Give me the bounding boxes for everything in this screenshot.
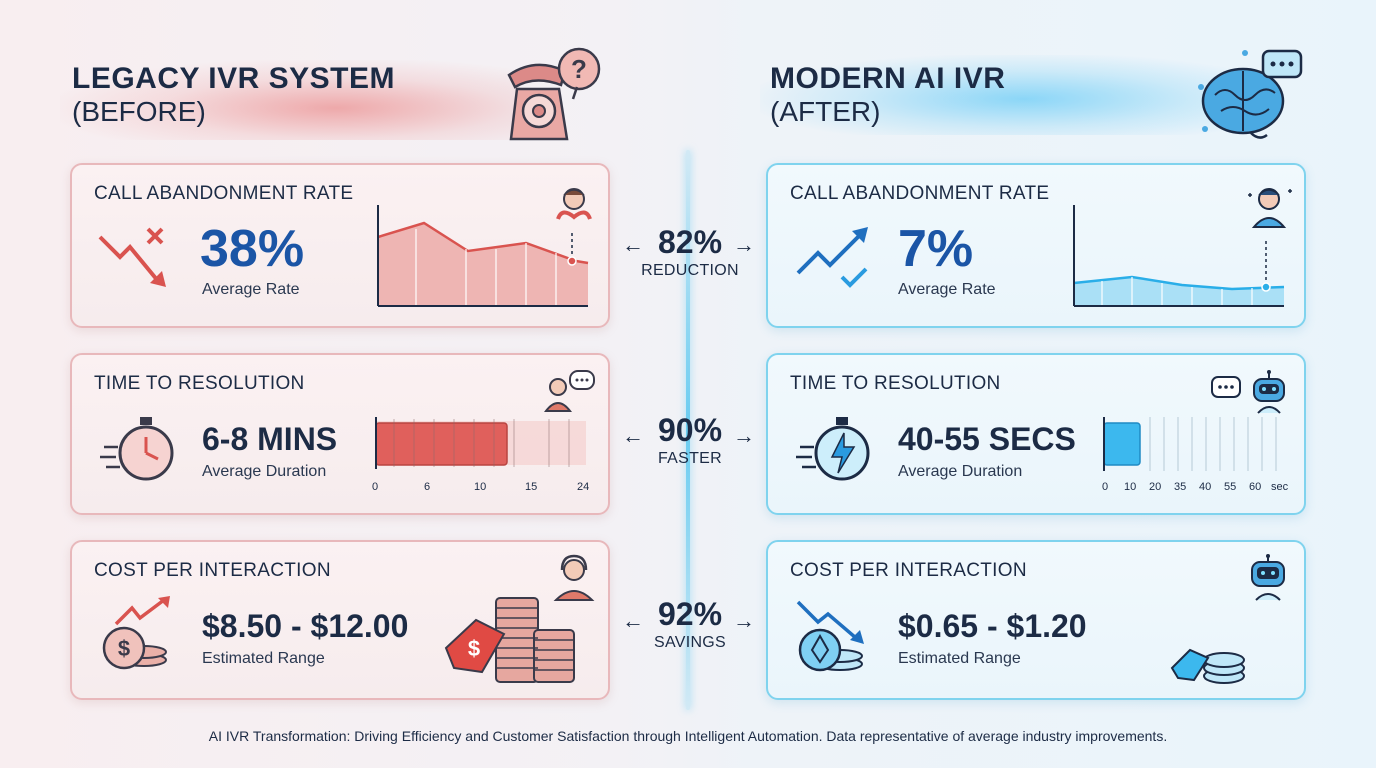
legacy-subtitle: (BEFORE): [72, 96, 206, 127]
modern-subtitle: (AFTER): [770, 96, 881, 127]
cost-improvement-label: SAVINGS: [653, 634, 727, 651]
legacy-resolution-value: 6-8 MINS: [202, 421, 338, 457]
modern-cost-caption: Estimated Range: [898, 650, 1021, 667]
coins-price-tag-icon: $: [444, 597, 575, 683]
downtrend-x-icon: [98, 227, 166, 287]
legacy-abandonment-label: CALL ABANDONMENT RATE: [94, 183, 354, 204]
svg-text:$: $: [468, 636, 480, 661]
modern-abandonment-card: CALL ABANDONMENT RATE 7% Average Rate: [766, 163, 1306, 328]
coins-tag-small-icon: [1170, 648, 1245, 684]
legacy-header-glow: [60, 60, 520, 140]
rotary-phone-question-icon: ?: [507, 47, 601, 141]
modern-abandonment-caption: Average Rate: [898, 281, 996, 298]
modern-tick: 0: [1102, 481, 1109, 493]
legacy-tick: 6: [424, 481, 431, 493]
modern-abandonment-chart: [1073, 205, 1285, 307]
abandonment-improvement-pct: 82%: [657, 224, 723, 260]
right-arrow-icon: →: [733, 608, 755, 633]
legacy-cost-caption: Estimated Range: [202, 650, 325, 667]
waiting-agent-chat-icon: [543, 370, 595, 412]
legacy-tick: 15: [525, 481, 538, 493]
legacy-abandonment-card: CALL ABANDONMENT RATE 38% Average Rate: [70, 163, 610, 328]
left-arrow-icon: ←: [622, 423, 644, 448]
legacy-cost-card: COST PER INTERACTION $ $8.50 - $12.00 Es…: [70, 540, 610, 700]
rising-dollar-coins-icon: $: [102, 596, 170, 670]
center-divider: [686, 150, 690, 710]
modern-tick: 35: [1174, 481, 1187, 493]
lightning-stopwatch-icon: [796, 417, 870, 481]
legacy-tick: 0: [372, 481, 379, 493]
robot-agent-icon: [1251, 554, 1285, 601]
resolution-improvement-label: FASTER: [657, 450, 723, 467]
modern-cost-value: $0.65 - $1.20: [898, 608, 1087, 644]
legacy-abandonment-caption: Average Rate: [202, 281, 300, 298]
left-arrow-icon: ←: [622, 232, 644, 257]
modern-resolution-value: 40-55 SECS: [898, 421, 1076, 457]
stopwatch-icon: [100, 417, 174, 481]
modern-tick: 55: [1224, 481, 1237, 493]
chatbot-icon: [1211, 370, 1285, 414]
svg-text:$: $: [118, 636, 130, 661]
legacy-tick: 24: [577, 481, 590, 493]
abandonment-improvement-label: REDUCTION: [641, 262, 739, 279]
footer-note: AI IVR Transformation: Driving Efficienc…: [208, 728, 1168, 744]
modern-header-glow: [760, 55, 1240, 135]
modern-title: MODERN AI IVR: [770, 62, 1006, 95]
modern-cost-card: COST PER INTERACTION $0.65 - $1.20 Estim…: [766, 540, 1306, 700]
modern-tick: 20: [1149, 481, 1162, 493]
legacy-abandonment-value: 38%: [200, 220, 305, 278]
legacy-resolution-bar: [375, 417, 586, 469]
legacy-title: LEGACY IVR SYSTEM: [72, 62, 396, 95]
modern-tick: sec: [1271, 481, 1289, 493]
left-arrow-icon: ←: [622, 608, 644, 633]
modern-cost-label: COST PER INTERACTION: [790, 560, 1027, 581]
legacy-cost-value: $8.50 - $12.00: [202, 608, 409, 644]
uptrend-check-icon: [796, 227, 868, 288]
resolution-improvement-pct: 90%: [657, 412, 723, 448]
legacy-tick: 10: [474, 481, 487, 493]
modern-tick: 60: [1249, 481, 1262, 493]
modern-tick: 10: [1124, 481, 1137, 493]
svg-text:?: ?: [571, 54, 587, 84]
legacy-cost-label: COST PER INTERACTION: [94, 560, 331, 581]
legacy-abandonment-chart: [377, 205, 589, 307]
ai-brain-chat-icon: [1198, 49, 1303, 139]
happy-customer-icon: [1248, 188, 1292, 228]
cost-improvement-pct: 92%: [657, 596, 723, 632]
modern-resolution-label: TIME TO RESOLUTION: [790, 373, 1001, 394]
falling-coin-icon: [796, 600, 864, 672]
modern-abandonment-value: 7%: [898, 220, 974, 278]
right-arrow-icon: →: [733, 423, 755, 448]
modern-resolution-caption: Average Duration: [898, 463, 1023, 480]
modern-resolution-card: TIME TO RESOLUTION 40-55 SECS Average Du…: [766, 353, 1306, 515]
legacy-resolution-caption: Average Duration: [202, 463, 327, 480]
modern-abandonment-label: CALL ABANDONMENT RATE: [790, 183, 1050, 204]
modern-tick: 40: [1199, 481, 1212, 493]
modern-resolution-bar: [1103, 417, 1277, 471]
legacy-resolution-label: TIME TO RESOLUTION: [94, 373, 305, 394]
right-arrow-icon: →: [733, 232, 755, 257]
frustrated-caller-icon: [556, 188, 592, 220]
call-agent-headset-icon: [553, 554, 595, 601]
legacy-resolution-card: TIME TO RESOLUTION 6-8 MINS Average Dura…: [70, 353, 610, 515]
